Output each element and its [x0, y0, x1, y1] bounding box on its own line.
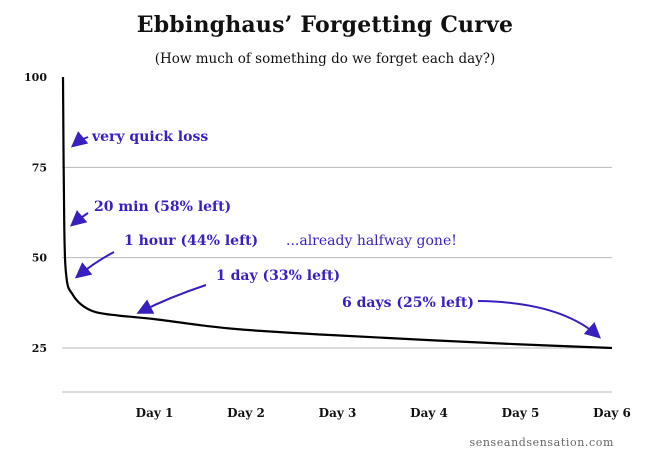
annotation-halfway-gone: ...already halfway gone!: [286, 233, 457, 249]
y-tick-label: 75: [32, 161, 47, 174]
forgetting-curve-line: [61, 76, 613, 350]
credit-text: senseandsensation.com: [469, 436, 614, 449]
y-tick-label: 100: [24, 71, 47, 84]
y-tick-label: 25: [32, 342, 47, 355]
arrow-1-hour: [74, 251, 115, 279]
annotation-20-min: 20 min (58% left): [94, 199, 231, 215]
arrow-20-min: [69, 210, 89, 227]
chart-subtitle: (How much of something do we forget each…: [154, 51, 496, 67]
x-tick-label: Day 2: [227, 406, 265, 420]
y-tick-label: 50: [32, 252, 48, 265]
chart-title: Ebbinghaus’ Forgetting Curve: [136, 12, 514, 38]
x-tick-label: Day 4: [410, 406, 448, 420]
x-tick-label: Day 5: [502, 406, 540, 420]
arrow-very-quick-loss: [70, 131, 89, 148]
x-tick-label: Day 1: [136, 406, 174, 420]
annotation-1-hour: 1 hour (44% left): [124, 233, 258, 249]
x-tick-label: Day 6: [593, 406, 631, 420]
annotation-6-days: 6 days (25% left): [342, 295, 474, 311]
annotation-very-quick-loss: very quick loss: [91, 129, 208, 145]
arrow-6-days: [477, 300, 601, 339]
annotation-1-day: 1 day (33% left): [216, 268, 340, 284]
arrow-1-day: [136, 284, 207, 314]
x-tick-label: Day 3: [319, 406, 357, 420]
